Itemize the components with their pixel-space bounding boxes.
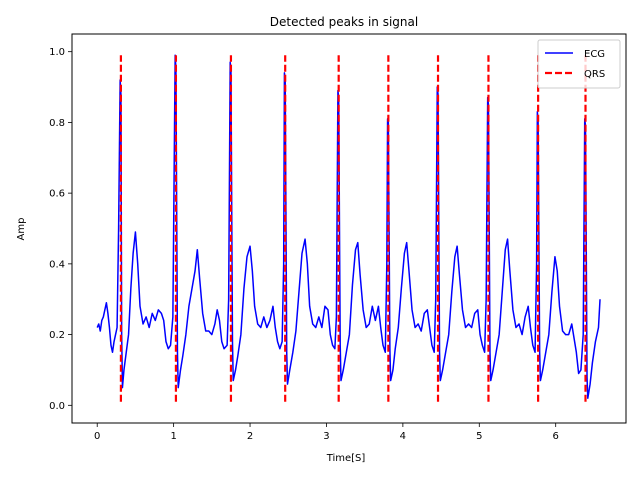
- x-tick-label: 5: [476, 431, 482, 442]
- y-tick-label: 0.0: [49, 401, 65, 412]
- legend-ecg-label: ECG: [584, 49, 605, 60]
- x-axis: 0 1 2 3 4 5 6: [94, 423, 559, 442]
- plot-area: [96, 54, 601, 402]
- y-tick-label: 0.4: [49, 259, 65, 270]
- y-tick-label: 0.6: [49, 189, 65, 200]
- x-tick-label: 3: [323, 431, 329, 442]
- x-tick-label: 1: [170, 431, 176, 442]
- x-tick-label: 6: [553, 431, 559, 442]
- y-tick-label: 1.0: [49, 47, 65, 58]
- x-tick-label: 4: [400, 431, 406, 442]
- y-axis: 0.0 0.2 0.4 0.6 0.8 1.0: [49, 47, 72, 412]
- chart-title: Detected peaks in signal: [270, 15, 418, 29]
- x-axis-title: Time[S]: [326, 453, 366, 464]
- legend-box: [537, 39, 621, 89]
- x-tick-label: 0: [94, 431, 100, 442]
- y-tick-label: 0.8: [49, 118, 65, 129]
- y-tick-label: 0.2: [49, 330, 65, 341]
- x-tick-label: 2: [247, 431, 253, 442]
- y-axis-title: Amp: [16, 218, 27, 241]
- axes-frame: [71, 33, 627, 424]
- ecg-series-line: [96, 54, 601, 399]
- legend-qrs-label: QRS: [584, 69, 605, 80]
- legend: ECG QRS: [537, 39, 621, 89]
